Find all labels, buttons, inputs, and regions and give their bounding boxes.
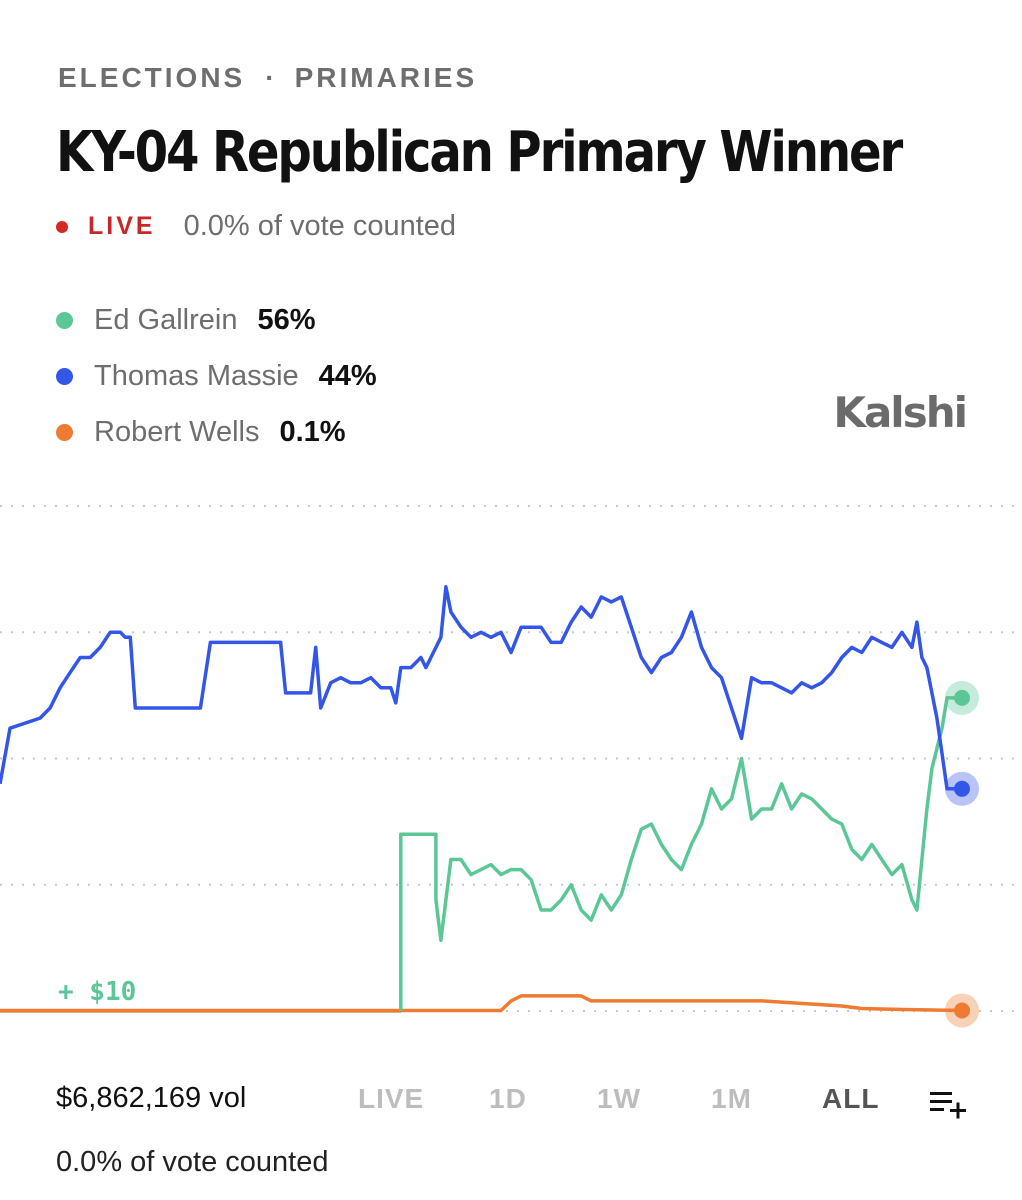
legend-name: Ed Gallrein bbox=[94, 303, 238, 336]
endpoint-dot-ed-gallrein[interactable] bbox=[954, 689, 970, 706]
legend-item-gallrein[interactable]: Ed Gallrein 56% bbox=[56, 292, 377, 348]
legend-item-massie[interactable]: Thomas Massie 44% bbox=[56, 348, 377, 404]
endpoint-dot-thomas-massie[interactable] bbox=[954, 780, 970, 797]
breadcrumb-elections[interactable]: ELECTIONS bbox=[58, 62, 246, 93]
legend-percent: 44% bbox=[318, 359, 377, 392]
series-line-thomas-massie bbox=[0, 585, 962, 791]
page-title: KY-04 Republican Primary Winner bbox=[56, 120, 903, 185]
legend-dot-icon bbox=[56, 367, 73, 385]
live-label: LIVE bbox=[88, 212, 156, 240]
price-chart[interactable]: + $10 bbox=[0, 470, 1022, 1070]
chart-gridlines bbox=[0, 505, 1022, 1012]
legend-dot-icon bbox=[56, 311, 73, 329]
breadcrumb-separator: · bbox=[265, 62, 275, 93]
range-live-button[interactable]: LIVE bbox=[358, 1083, 425, 1114]
legend-item-wells[interactable]: Robert Wells 0.1% bbox=[56, 404, 377, 460]
volume-label: $6,862,169 vol bbox=[56, 1082, 247, 1114]
kalshi-logo: Kalshi bbox=[833, 388, 968, 437]
legend-name: Thomas Massie bbox=[94, 359, 299, 392]
breadcrumb: ELECTIONS · PRIMARIES bbox=[58, 62, 477, 94]
series-line-ed-gallrein bbox=[399, 696, 962, 1011]
chart-annotation: + $10 bbox=[58, 977, 136, 1007]
vote-counted-status: 0.0% of vote counted bbox=[183, 210, 457, 242]
range-1m-button[interactable]: 1M bbox=[711, 1083, 752, 1114]
series-line-robert-wells bbox=[0, 994, 963, 1013]
chart-settings-icon[interactable] bbox=[928, 1086, 968, 1120]
candidate-legend: Ed Gallrein 56% Thomas Massie 44% Robert… bbox=[56, 292, 377, 460]
vote-counted-footer: 0.0% of vote counted bbox=[56, 1146, 329, 1178]
chart-controls: $6,862,169 vol LIVE 1D 1W 1M ALL bbox=[56, 1078, 976, 1122]
live-dot-icon bbox=[56, 220, 68, 233]
live-status-row: LIVE 0.0% of vote counted bbox=[56, 210, 456, 243]
legend-name: Robert Wells bbox=[94, 415, 260, 448]
chart-endpoints bbox=[945, 680, 979, 1028]
range-1w-button[interactable]: 1W bbox=[597, 1083, 641, 1114]
breadcrumb-primaries[interactable]: PRIMARIES bbox=[294, 62, 478, 93]
range-all-button[interactable]: ALL bbox=[822, 1083, 880, 1114]
legend-dot-icon bbox=[56, 423, 73, 441]
legend-percent: 0.1% bbox=[279, 415, 346, 448]
range-1d-button[interactable]: 1D bbox=[489, 1083, 527, 1114]
chart-series bbox=[0, 585, 963, 1013]
endpoint-dot-robert-wells[interactable] bbox=[954, 1002, 970, 1019]
legend-percent: 56% bbox=[257, 303, 316, 336]
